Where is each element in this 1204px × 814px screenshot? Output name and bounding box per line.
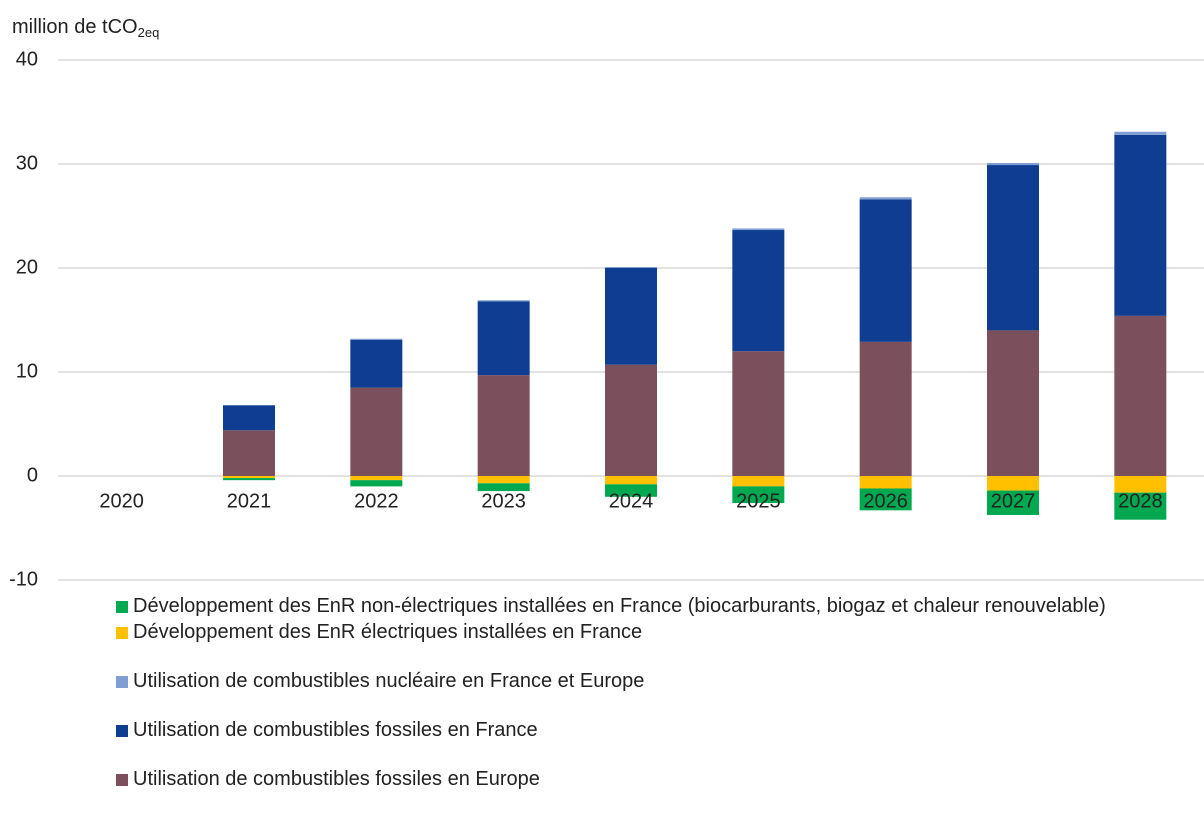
bar-segment bbox=[350, 480, 403, 487]
bar-segment bbox=[987, 165, 1039, 331]
legend: Développement des EnR non-électriques in… bbox=[116, 594, 1116, 814]
bar-segment bbox=[1114, 134, 1167, 316]
bar-segment bbox=[477, 300, 530, 302]
y-tick-label: 10 bbox=[16, 360, 38, 382]
bar-segment bbox=[223, 430, 275, 476]
legend-label: Utilisation de combustibles fossiles en … bbox=[133, 719, 538, 741]
y-tick-label: 40 bbox=[16, 48, 38, 70]
bar-segment bbox=[477, 301, 530, 376]
legend-label: Utilisation de combustibles nucléaire en… bbox=[133, 670, 645, 692]
bar-segment bbox=[732, 351, 785, 476]
bar-segment bbox=[1114, 492, 1167, 520]
legend-swatch bbox=[116, 601, 128, 613]
bar-segment bbox=[1114, 131, 1167, 135]
legend-item: Développement des EnR non-électriques in… bbox=[116, 594, 1116, 619]
bar-segment bbox=[732, 230, 785, 352]
bar-segment bbox=[1114, 315, 1167, 476]
legend-label: Développement des EnR électriques instal… bbox=[133, 621, 643, 643]
bar-segment bbox=[859, 341, 912, 476]
bar-segment bbox=[859, 197, 912, 200]
bar-segment bbox=[605, 476, 657, 485]
bar-segment bbox=[732, 476, 785, 487]
bar-segment bbox=[987, 476, 1039, 491]
y-tick-label: -10 bbox=[9, 568, 38, 590]
legend-item: Développement des EnR électriques instal… bbox=[116, 620, 1116, 645]
bar-segment bbox=[223, 478, 275, 481]
x-tick-label: 2026 bbox=[863, 490, 908, 512]
bar-segment bbox=[732, 228, 785, 231]
bar-segment bbox=[605, 484, 657, 497]
x-tick-label: 2028 bbox=[1118, 490, 1163, 512]
bar-segment bbox=[223, 476, 275, 479]
bar-segment bbox=[350, 338, 403, 340]
bar-segment bbox=[605, 266, 657, 268]
x-tick-label: 2025 bbox=[736, 490, 781, 512]
bar-segment bbox=[732, 486, 785, 504]
bar-segment bbox=[477, 483, 530, 492]
y-tick-label: 20 bbox=[16, 256, 38, 278]
x-tick-label: 2023 bbox=[481, 490, 526, 512]
legend-swatch bbox=[116, 676, 128, 688]
legend-item: Utilisation de combustibles fossiles en … bbox=[116, 718, 1116, 743]
bar-segment bbox=[350, 387, 403, 476]
bar-segment bbox=[987, 330, 1039, 476]
y-axis-label-main: million de tCO bbox=[12, 16, 138, 38]
legend-swatch bbox=[116, 725, 128, 737]
bar-segment bbox=[605, 364, 657, 476]
x-tick-label: 2020 bbox=[99, 490, 144, 512]
x-tick-label: 2027 bbox=[991, 490, 1036, 512]
legend-label: Développement des EnR non-électriques in… bbox=[133, 595, 1106, 617]
legend-label: Utilisation de combustibles fossiles en … bbox=[133, 768, 540, 790]
bar-segment bbox=[987, 162, 1039, 166]
bar-segment bbox=[859, 199, 912, 342]
y-tick-label: 30 bbox=[16, 152, 38, 174]
bar-segment bbox=[477, 476, 530, 484]
y-tick-label: 0 bbox=[27, 464, 38, 486]
chart: million de tCO2eq -10 0 10 20 30 40 2020 2021 20… bbox=[9, 16, 1204, 590]
legend-item: Utilisation de combustibles nucléaire en… bbox=[116, 669, 1116, 694]
x-tick-label: 2022 bbox=[354, 490, 399, 512]
bar-segment bbox=[605, 268, 657, 365]
bar-segment bbox=[987, 490, 1039, 515]
x-tick-label: 2021 bbox=[227, 490, 272, 512]
x-tick-label: 2024 bbox=[609, 490, 654, 512]
bar-segment bbox=[223, 405, 275, 431]
bar-segment bbox=[477, 375, 530, 476]
bar-segment bbox=[1114, 476, 1167, 493]
legend-swatch bbox=[116, 627, 128, 639]
legend-swatch bbox=[116, 774, 128, 786]
bar-segment bbox=[859, 488, 912, 511]
bar-segment bbox=[859, 476, 912, 489]
bar-segment bbox=[350, 476, 403, 481]
y-axis-label-sub: 2eq bbox=[138, 25, 160, 40]
bar-segment bbox=[350, 339, 403, 388]
y-axis-label: million de tCO2eq bbox=[12, 16, 159, 40]
legend-item: Utilisation de combustibles fossiles en … bbox=[116, 767, 1116, 792]
